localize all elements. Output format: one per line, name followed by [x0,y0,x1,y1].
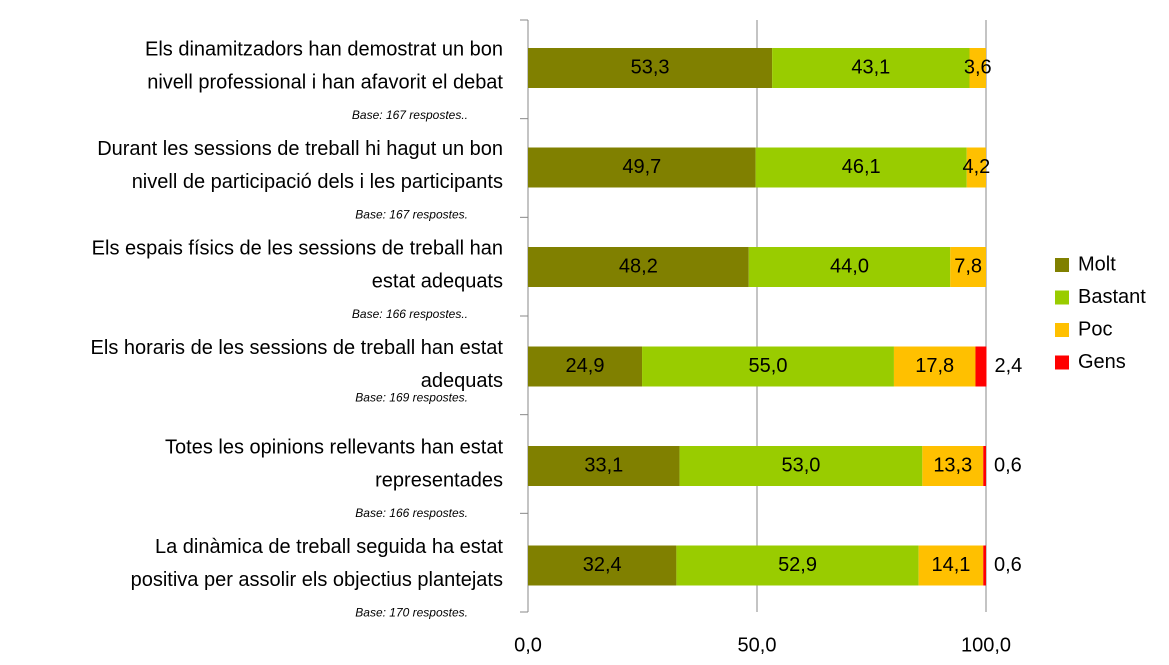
value-label: 43,1 [851,56,890,78]
category-label: positiva per assolir els objectius plant… [131,569,503,591]
bar-segment [528,545,677,586]
category-label: Els horaris de les sessions de treball h… [91,337,504,359]
value-label: 48,2 [619,255,658,277]
bar-segment [679,446,923,486]
value-label: 55,0 [749,355,788,377]
legend-swatch [1055,290,1069,305]
bar-segment [528,346,643,387]
value-label: 3,6 [964,56,992,78]
bar-segment [642,346,894,387]
bar-segment [772,48,970,88]
value-label: 33,1 [584,454,623,476]
category-label: Els espais físics de les sessions de tre… [92,237,503,259]
bar-segment [950,247,986,287]
bar-segment [528,147,756,188]
bar-segment [528,247,749,287]
legend-swatch [1055,258,1069,272]
base-note: Base: 167 respostes. [355,208,468,222]
bar-segment [528,48,773,88]
value-label: 14,1 [931,554,970,576]
category-label: Durant les sessions de treball hi hagut … [97,138,503,160]
x-tick-label: 50,0 [738,634,777,656]
value-label: 2,4 [994,355,1022,377]
x-tick-label: 0,0 [514,634,542,656]
category-label: nivell de participació dels i les partic… [132,171,503,193]
category-label: nivell professional i han afavorit el de… [147,71,503,93]
legend-label: Bastant [1078,286,1146,308]
value-label: 46,1 [842,156,881,178]
bar-segment [748,247,951,287]
base-note: Base: 169 respostes. [355,391,468,405]
category-label: representades [375,469,503,491]
category-label: Els dinamitzadors han demostrat un bon [145,38,503,60]
value-label: 0,6 [994,554,1022,576]
bar-segment [893,346,976,387]
value-label: 17,8 [915,355,954,377]
legend-label: Molt [1078,253,1116,275]
category-label: La dinàmica de treball seguida ha estat [155,536,503,558]
value-label: 24,9 [566,355,605,377]
category-label: estat adequats [372,270,503,292]
bar-segment [975,346,987,387]
legend-swatch [1055,323,1069,337]
value-label: 7,8 [954,255,982,277]
bar-segment [966,147,986,188]
legend-label: Gens [1078,351,1126,373]
value-label: 49,7 [622,156,661,178]
category-label: Totes les opinions rellevants han estat [165,436,503,458]
value-label: 32,4 [583,554,622,576]
value-label: 44,0 [830,255,869,277]
value-label: 53,3 [631,56,670,78]
legend-label: Poc [1078,318,1112,340]
base-note: Base: 170 respostes. [355,606,468,620]
base-note: Base: 167 respostes.. [352,108,468,122]
value-label: 4,2 [962,156,990,178]
bar-segment [755,147,967,188]
legend-swatch [1055,355,1069,370]
value-label: 0,6 [994,454,1022,476]
base-note: Base: 166 respostes.. [352,307,468,321]
x-tick-label: 100,0 [961,634,1011,656]
category-label: adequats [421,370,503,392]
bar-segment [918,545,984,586]
value-label: 53,0 [781,454,820,476]
bar-segment [922,446,984,486]
value-label: 52,9 [778,554,817,576]
bar-segment [983,545,986,586]
bar-segment [676,545,919,586]
bar-segment [983,446,986,486]
bar-segment [969,48,986,88]
bar-segment [528,446,680,486]
value-label: 13,3 [933,454,972,476]
base-note: Base: 166 respostes. [355,506,468,520]
